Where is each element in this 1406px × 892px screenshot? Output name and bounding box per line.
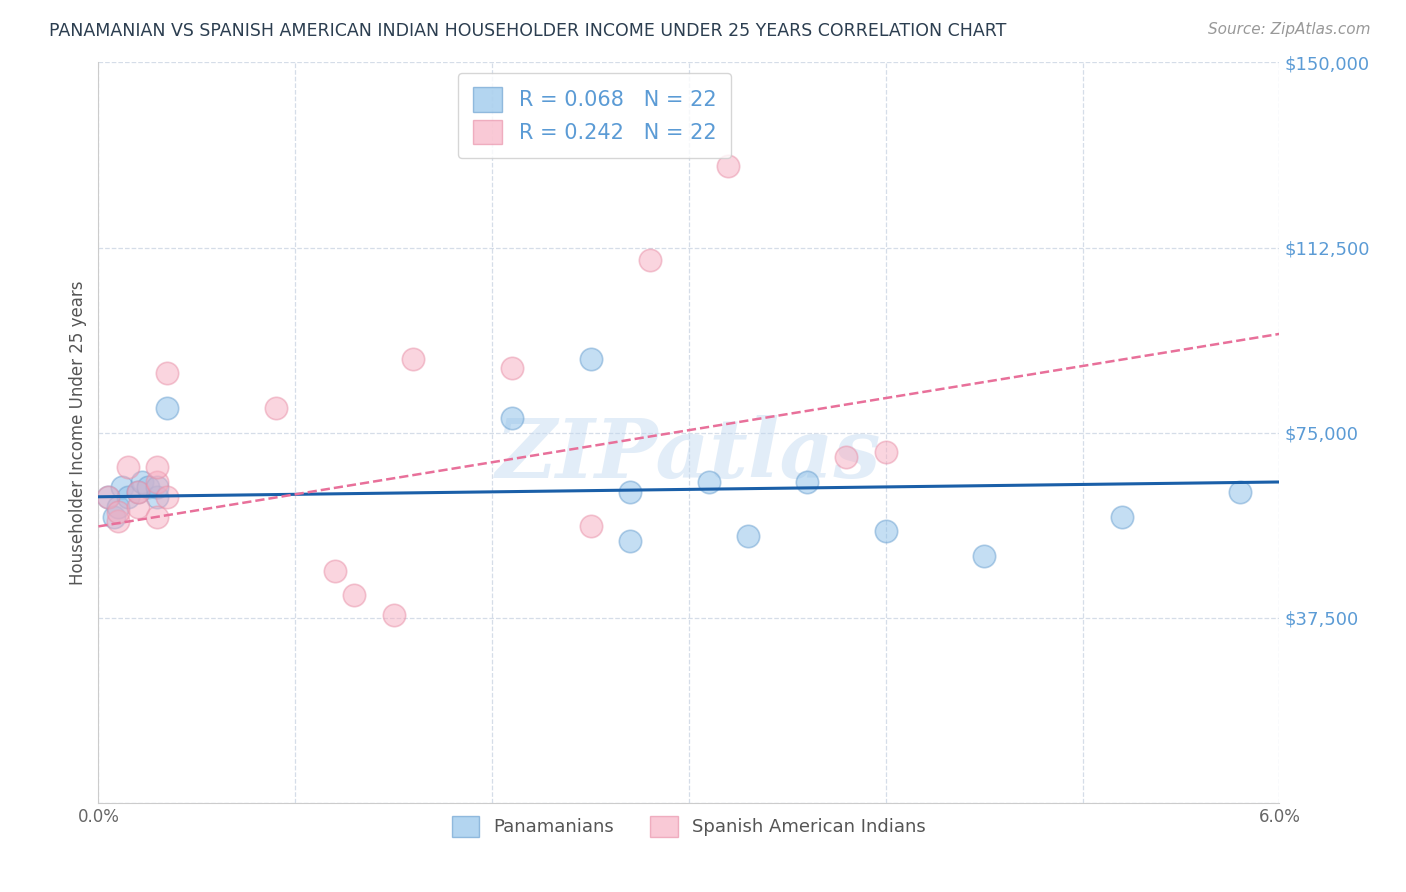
Point bbox=[111, 480, 134, 494]
Point bbox=[382, 608, 405, 623]
Text: ZIPatlas: ZIPatlas bbox=[496, 415, 882, 495]
Point bbox=[501, 410, 523, 425]
Point bbox=[146, 480, 169, 494]
Legend: Panamanians, Spanish American Indians: Panamanians, Spanish American Indians bbox=[443, 806, 935, 846]
Point bbox=[146, 490, 169, 504]
Point bbox=[127, 484, 149, 499]
Y-axis label: Householder Income Under 25 years: Householder Income Under 25 years bbox=[69, 280, 87, 585]
Point bbox=[156, 367, 179, 381]
Point bbox=[875, 445, 897, 459]
Point bbox=[156, 401, 179, 415]
Point bbox=[343, 589, 366, 603]
Point bbox=[127, 484, 149, 499]
Text: PANAMANIAN VS SPANISH AMERICAN INDIAN HOUSEHOLDER INCOME UNDER 25 YEARS CORRELAT: PANAMANIAN VS SPANISH AMERICAN INDIAN HO… bbox=[49, 22, 1007, 40]
Point bbox=[131, 475, 153, 489]
Point bbox=[579, 351, 602, 366]
Point bbox=[638, 252, 661, 267]
Point bbox=[973, 549, 995, 563]
Point bbox=[796, 475, 818, 489]
Point bbox=[146, 509, 169, 524]
Point bbox=[264, 401, 287, 415]
Text: Source: ZipAtlas.com: Source: ZipAtlas.com bbox=[1208, 22, 1371, 37]
Point bbox=[97, 490, 120, 504]
Point bbox=[117, 460, 139, 475]
Point bbox=[156, 490, 179, 504]
Point bbox=[107, 505, 129, 519]
Point bbox=[107, 515, 129, 529]
Point bbox=[697, 475, 720, 489]
Point bbox=[619, 534, 641, 549]
Point bbox=[97, 490, 120, 504]
Point bbox=[146, 475, 169, 489]
Point bbox=[1111, 509, 1133, 524]
Point bbox=[402, 351, 425, 366]
Point bbox=[117, 490, 139, 504]
Point bbox=[146, 460, 169, 475]
Point bbox=[107, 500, 129, 514]
Point bbox=[619, 484, 641, 499]
Point bbox=[737, 529, 759, 543]
Point bbox=[835, 450, 858, 465]
Point bbox=[579, 519, 602, 533]
Point bbox=[717, 159, 740, 173]
Point bbox=[136, 480, 159, 494]
Point bbox=[875, 524, 897, 539]
Point bbox=[501, 361, 523, 376]
Point bbox=[1229, 484, 1251, 499]
Point bbox=[127, 500, 149, 514]
Point bbox=[103, 509, 125, 524]
Point bbox=[323, 564, 346, 578]
